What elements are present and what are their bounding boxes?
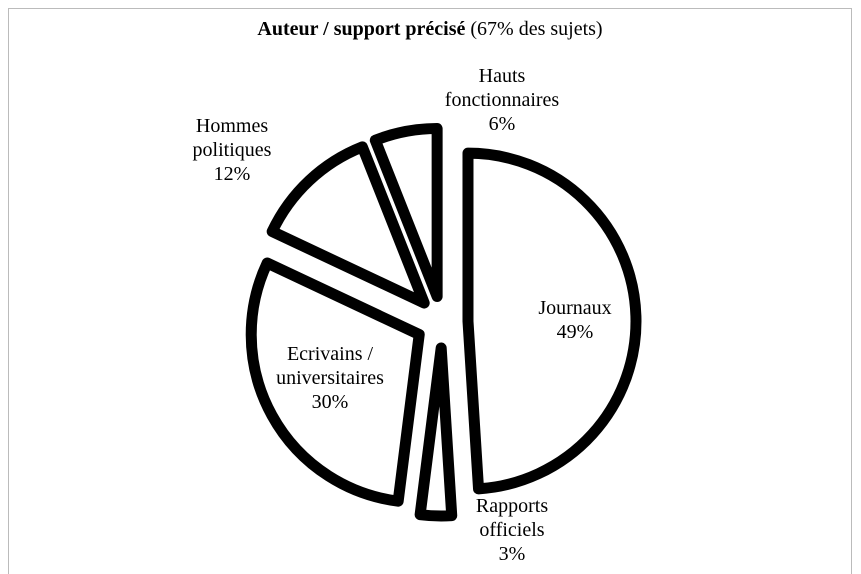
slice-label: Rapports officiels 3%	[442, 494, 582, 566]
slice-value: 12%	[213, 163, 251, 185]
slice-value: 3%	[498, 543, 526, 565]
title-main: Auteur / support précisé	[257, 18, 465, 40]
slice-category: Ecrivains / universitaires	[276, 343, 384, 389]
slice-value: 6%	[488, 113, 516, 135]
pie-slice	[369, 122, 443, 302]
slice-label: Ecrivains / universitaires 30%	[260, 342, 400, 414]
slice-value: 30%	[311, 391, 349, 413]
pie-slice	[245, 257, 425, 507]
slice-value: 49%	[556, 321, 594, 343]
slice-category: Journaux	[538, 297, 612, 319]
slice-label: Hommes politiques 12%	[162, 114, 302, 186]
slice-label: Hauts fonctionnaires 6%	[432, 64, 572, 136]
pie-slice	[414, 342, 458, 522]
title-note: (67% des sujets)	[470, 18, 602, 40]
slice-label: Journaux 49%	[505, 296, 645, 344]
slice-category: Rapports officiels	[475, 495, 549, 541]
chart-title: Auteur / support précisé (67% des sujets…	[257, 18, 602, 40]
slice-category: Hauts fonctionnaires	[444, 65, 560, 111]
pie-slice	[266, 141, 430, 309]
chart-frame	[8, 8, 852, 574]
slice-category: Hommes politiques	[192, 115, 272, 161]
pie-slice	[462, 147, 642, 495]
